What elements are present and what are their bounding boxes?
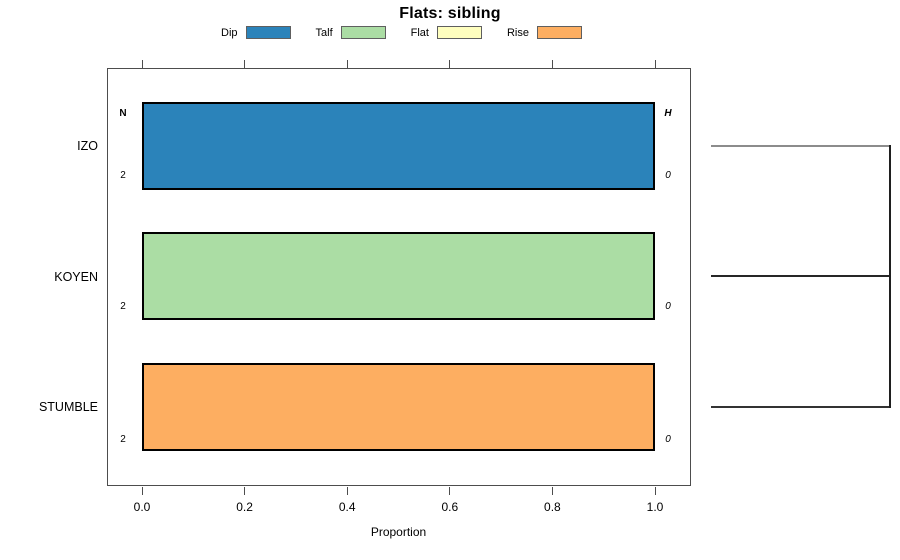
- legend-item-talf: Talf: [316, 26, 386, 39]
- x-tick-label: 0.4: [338, 500, 356, 514]
- bottom-tick: [551, 487, 554, 495]
- top-tick: [244, 60, 246, 68]
- x-tick-label: 0.8: [544, 500, 561, 514]
- bar-stumble-rise: [142, 363, 655, 451]
- legend-label: Rise: [506, 26, 529, 39]
- legend-swatch-rise: [537, 26, 582, 39]
- bottom-tick: [244, 487, 246, 495]
- top-tick: [654, 60, 656, 68]
- top-tick: [551, 60, 554, 68]
- y-label-koyen: KOYEN: [54, 270, 98, 284]
- dendrogram-line-izo: [711, 144, 891, 147]
- dendrogram-line-koyen: [711, 275, 891, 277]
- h-column-header: H: [664, 108, 672, 119]
- legend-swatch-flat: [436, 26, 482, 39]
- n-value-koyen: 2: [120, 301, 126, 312]
- bar-row-koyen: [142, 232, 655, 320]
- x-axis-title: Proportion: [370, 525, 427, 539]
- x-tick-label: 1.0: [646, 500, 664, 514]
- top-tick: [346, 60, 348, 68]
- dendrogram-join-line: [889, 144, 891, 408]
- y-label-izo: IZO: [77, 139, 98, 153]
- top-tick: [449, 60, 451, 68]
- bottom-tick: [141, 487, 143, 495]
- legend-label: Talf: [315, 26, 333, 39]
- bottom-tick: [449, 487, 451, 495]
- x-tick-label: 0.2: [236, 500, 253, 514]
- x-tick-label: 0.0: [133, 500, 151, 514]
- x-tick-label: 0.6: [441, 500, 459, 514]
- bottom-tick: [654, 487, 656, 495]
- bar-row-stumble: [142, 363, 655, 451]
- bar-row-izo: [142, 102, 655, 190]
- bottom-tick: [346, 487, 348, 495]
- n-column-header: N: [119, 108, 127, 119]
- h-value-stumble: 0: [665, 434, 671, 445]
- legend-label: Flat: [410, 26, 429, 39]
- legend: Dip Talf Flat Rise: [221, 26, 582, 39]
- chart-title: Flats: sibling: [399, 5, 501, 22]
- y-label-stumble: STUMBLE: [38, 400, 98, 414]
- top-tick: [141, 60, 143, 68]
- n-value-izo: 2: [120, 170, 126, 181]
- dendrogram-line-stumble: [711, 406, 891, 408]
- bar-izo-dip: [142, 102, 655, 190]
- bar-koyen-talf: [142, 232, 655, 320]
- h-value-koyen: 0: [665, 301, 671, 312]
- legend-swatch-dip: [245, 26, 291, 39]
- legend-swatch-talf: [340, 26, 386, 39]
- legend-item-dip: Dip: [221, 26, 291, 39]
- h-value-izo: 0: [665, 170, 671, 181]
- legend-item-flat: Flat: [411, 26, 482, 39]
- legend-label: Dip: [221, 26, 238, 39]
- legend-item-rise: Rise: [507, 26, 582, 39]
- n-value-stumble: 2: [120, 434, 126, 445]
